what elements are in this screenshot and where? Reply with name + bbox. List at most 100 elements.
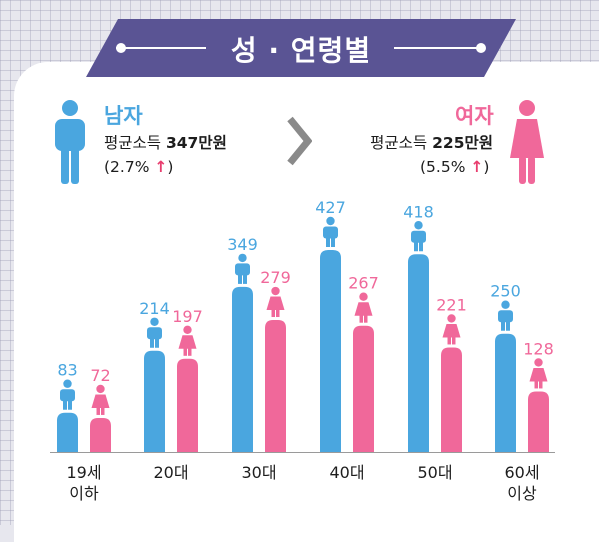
male-figure-leg — [326, 237, 330, 247]
bar-male — [57, 412, 78, 452]
x-tick-label-line: 19세 — [66, 463, 102, 482]
bar-female — [177, 358, 198, 452]
bar-female — [353, 325, 374, 452]
female-figure-dress — [91, 394, 110, 408]
data-label: 83 — [57, 361, 77, 380]
male-figure-head — [414, 221, 423, 230]
female-figure-leg — [183, 347, 187, 356]
male-figure-leg — [331, 237, 335, 247]
data-label: 72 — [90, 366, 110, 385]
male-figure-head — [150, 317, 159, 326]
data-label: 250 — [490, 282, 521, 301]
bar-male — [144, 350, 165, 452]
male-figure-icon — [55, 100, 85, 184]
female-figure-leg — [96, 406, 100, 415]
female-figure-leg — [359, 314, 363, 323]
x-tick-label-line: 40대 — [329, 463, 365, 482]
male-figure-icon — [323, 216, 338, 247]
data-label: 214 — [139, 299, 170, 318]
x-tick-label: 20대 — [131, 462, 211, 483]
female-figure-head — [183, 325, 192, 335]
male-figure-body — [147, 327, 162, 340]
male-figure-body — [498, 310, 513, 323]
male-figure-icon — [235, 253, 250, 284]
x-tick-label: 50대 — [395, 462, 475, 483]
female-figure-head — [96, 384, 105, 394]
male-figure-body — [235, 263, 250, 276]
data-label: 221 — [436, 295, 467, 314]
male-figure-icon — [498, 300, 513, 331]
female-figure-leg — [364, 314, 368, 323]
x-tick-label-line: 이하 — [69, 484, 99, 503]
title-banner: 성 · 연령별 — [86, 19, 516, 77]
male-figure-leg — [150, 337, 154, 348]
male-figure-leg — [155, 337, 159, 348]
female-figure-dress — [354, 302, 373, 316]
data-label: 349 — [227, 235, 258, 254]
data-label: 128 — [523, 339, 554, 358]
female-figure-leg — [447, 336, 451, 345]
bar-male — [408, 254, 429, 452]
male-figure-leg — [414, 241, 418, 252]
bar-male — [320, 250, 341, 452]
female-figure-head — [447, 314, 456, 323]
legend-female-label: 여자 — [455, 104, 494, 128]
x-tick-label-line: 50대 — [417, 463, 453, 482]
female-figure-icon — [91, 384, 110, 415]
legend-male-label: 남자 — [104, 104, 143, 128]
x-tick-label-line: 60세 — [504, 463, 540, 482]
legend-male-income: 평균소득 347만원 — [104, 131, 227, 153]
female-figure-head — [534, 358, 543, 367]
male-figure-head — [326, 216, 335, 226]
bar-female — [528, 391, 549, 452]
legend-female-income-value: 225만원 — [432, 134, 493, 152]
male-figure-leg — [238, 273, 242, 284]
chevron-right-icon — [287, 116, 312, 166]
up-arrow-icon: ↑ — [470, 158, 484, 176]
male-figure-leg — [501, 320, 505, 331]
chart-title: 성 · 연령별 — [230, 34, 372, 67]
x-tick-label-line: 20대 — [153, 463, 189, 482]
bar-female — [441, 347, 462, 452]
female-figure-leg — [452, 336, 456, 345]
female-figure-dress — [529, 367, 548, 382]
x-tick-label-line: 30대 — [241, 463, 277, 482]
female-figure-icon — [529, 358, 548, 389]
male-figure-leg — [63, 399, 67, 410]
female-figure-head — [359, 292, 368, 301]
male-figure-head — [501, 300, 510, 309]
legend-male-change: (2.7% ↑) — [104, 158, 173, 176]
x-tick-label-line: 이상 — [507, 484, 537, 503]
legend-female-income-text: 평균소득 — [370, 134, 433, 152]
data-label: 267 — [348, 274, 379, 293]
male-figure-body — [60, 389, 75, 402]
male-figure-body — [323, 226, 338, 239]
female-figure-icon — [442, 314, 461, 345]
male-figure-icon — [60, 379, 75, 410]
male-figure-head — [238, 253, 247, 263]
female-figure-leg — [534, 380, 538, 389]
male-figure-leg — [419, 241, 423, 252]
banner-line-left — [116, 47, 206, 49]
female-figure-head — [271, 286, 280, 296]
legend-male-change-close: ) — [167, 158, 174, 176]
data-label: 427 — [315, 198, 346, 217]
legend-female-change: (5.5% ↑) — [420, 158, 489, 176]
male-figure-leg — [68, 399, 72, 410]
male-figure-body — [411, 230, 426, 243]
female-figure-leg — [271, 309, 275, 318]
female-figure-leg — [188, 347, 192, 356]
female-figure-leg — [276, 309, 280, 318]
chart-baseline — [50, 452, 555, 453]
up-arrow-icon: ↑ — [154, 158, 168, 176]
banner-line-right — [394, 47, 484, 49]
legend-female-income: 평균소득 225만원 — [370, 131, 493, 153]
legend-female-change-text: (5.5% — [420, 158, 471, 176]
female-figure-leg — [101, 406, 105, 415]
bar-male — [232, 286, 253, 452]
female-figure-icon — [354, 292, 373, 323]
banner-dot-right — [476, 43, 486, 53]
male-figure-icon — [411, 221, 426, 252]
